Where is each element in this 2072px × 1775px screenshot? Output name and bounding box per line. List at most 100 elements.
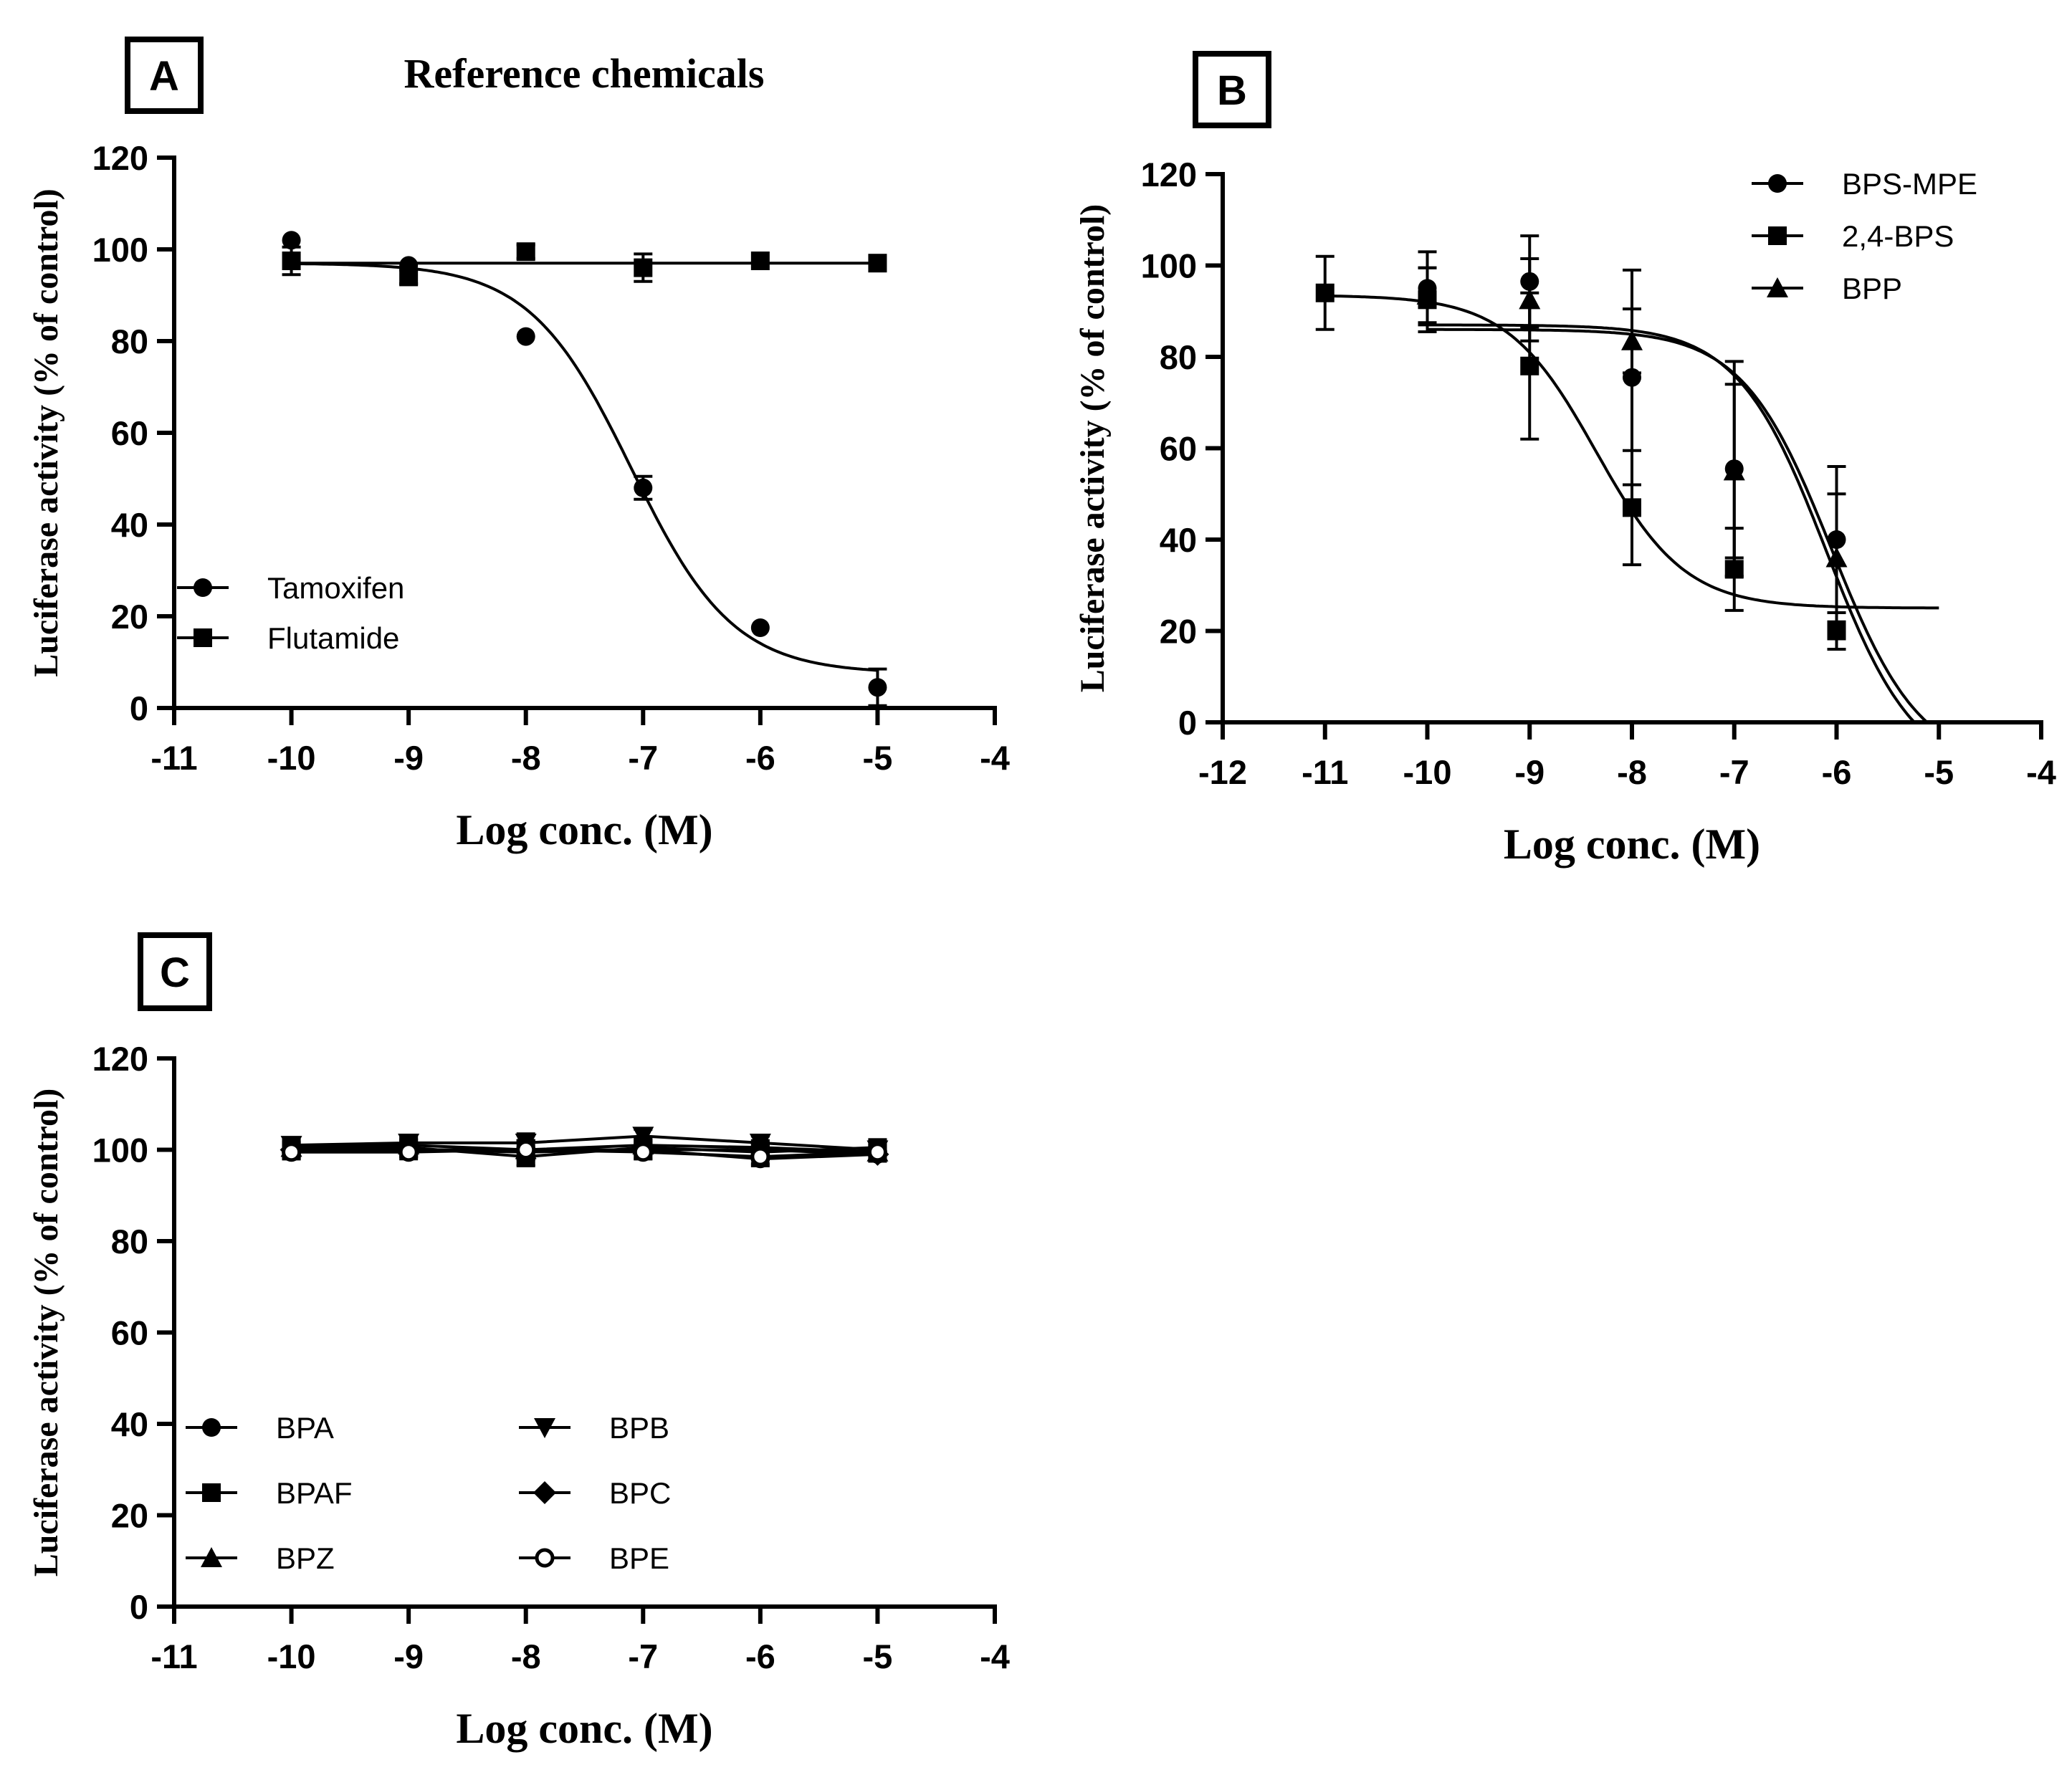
legend-label-bpz: BPZ	[276, 1541, 335, 1575]
x-tick-label: -7	[1719, 753, 1749, 791]
series-curve-bpe	[291, 1148, 878, 1159]
data-point-2-4-bps	[1827, 621, 1846, 641]
x-tick-label: -10	[1403, 753, 1452, 791]
y-tick-label: 0	[130, 689, 148, 727]
x-tick-label: -7	[628, 739, 658, 777]
y-tick-label: 20	[111, 598, 148, 636]
legend-marker-bpp	[1767, 277, 1788, 297]
y-axis-title: Luciferase activity (% of control)	[27, 188, 65, 677]
y-tick-label: 0	[130, 1588, 148, 1626]
x-tick-label: -4	[980, 1637, 1010, 1675]
data-point-2-4-bps	[1724, 560, 1744, 579]
x-tick-label: -5	[1924, 753, 1954, 791]
data-point-flutamide	[868, 254, 887, 273]
y-tick-label: 0	[1178, 704, 1197, 742]
y-tick-label: 60	[111, 414, 148, 452]
y-tick-label: 80	[111, 322, 148, 360]
data-point-bpe	[867, 1142, 887, 1162]
x-tick-label: -6	[1822, 753, 1852, 791]
legend-label-flutamide: Flutamide	[267, 621, 399, 655]
x-tick-label: -11	[151, 1637, 197, 1675]
legend-label-bpb: BPB	[609, 1411, 669, 1445]
series-curve-bpz	[291, 1144, 878, 1154]
x-tick-label: -5	[863, 739, 893, 777]
data-point-tamoxifen	[750, 618, 770, 637]
data-point-bpp	[1825, 547, 1848, 568]
x-axis-title: Log conc. (M)	[456, 806, 712, 853]
y-tick-label: 120	[1141, 156, 1197, 193]
x-tick-label: -11	[151, 739, 197, 777]
data-point-tamoxifen	[868, 678, 887, 697]
x-tick-label: -5	[863, 1637, 893, 1675]
data-point-flutamide	[399, 267, 419, 287]
data-point-bpe	[750, 1147, 770, 1167]
legend-marker-2-4-bps	[1768, 226, 1787, 245]
y-axis-title: Luciferase activity (% of control)	[1074, 204, 1112, 693]
data-point-flutamide	[282, 252, 301, 270]
legend-marker-bps-mpe	[1768, 174, 1787, 193]
legend-label-bpaf: BPAF	[276, 1476, 353, 1510]
legend-label-bpe: BPE	[609, 1541, 669, 1575]
data-point-2-4-bps	[1520, 356, 1539, 375]
data-point-flutamide	[634, 258, 653, 277]
x-tick-label: -10	[267, 739, 316, 777]
x-tick-label: -8	[1617, 753, 1647, 791]
panel-label: C	[160, 949, 190, 996]
legend-marker-flutamide	[194, 628, 212, 647]
y-tick-label: 20	[1160, 613, 1197, 651]
x-tick-label: -6	[745, 1637, 775, 1675]
x-axis-title: Log conc. (M)	[1504, 820, 1760, 868]
y-tick-label: 60	[111, 1314, 148, 1352]
y-tick-label: 80	[111, 1223, 148, 1260]
data-point-bpe	[633, 1142, 653, 1162]
legend-marker-bpb	[534, 1418, 555, 1438]
x-tick-label: -7	[628, 1637, 658, 1675]
data-point-bpe	[398, 1142, 419, 1162]
data-point-bpp	[1519, 289, 1541, 310]
y-tick-label: 100	[92, 231, 148, 269]
y-axis-title: Luciferase activity (% of control)	[27, 1089, 65, 1577]
y-tick-label: 20	[111, 1497, 148, 1535]
data-point-2-4-bps	[1315, 283, 1335, 302]
legend-marker-bpc	[533, 1481, 556, 1504]
x-tick-label: -9	[393, 739, 424, 777]
panel-label-box	[1193, 51, 1271, 128]
data-point-flutamide	[750, 252, 770, 270]
legend-label-bpc: BPC	[609, 1476, 671, 1510]
y-tick-label: 40	[111, 506, 148, 544]
y-tick-label: 40	[1160, 521, 1197, 559]
x-axis-title: Log conc. (M)	[456, 1705, 712, 1752]
x-tick-label: -4	[2026, 753, 2056, 791]
y-tick-label: 60	[1160, 430, 1197, 468]
y-tick-label: 100	[92, 1131, 148, 1169]
x-tick-label: -9	[1514, 753, 1545, 791]
legend-label-2-4-bps: 2,4-BPS	[1842, 219, 1954, 253]
legend-marker-bpe	[535, 1548, 555, 1568]
y-tick-label: 120	[92, 139, 148, 177]
y-tick-label: 80	[1160, 338, 1197, 376]
legend-label-tamoxifen: Tamoxifen	[267, 571, 404, 605]
legend-label-bpa: BPA	[276, 1411, 334, 1445]
data-point-bpp	[1723, 460, 1745, 481]
x-tick-label: -6	[745, 739, 775, 777]
data-point-2-4-bps	[1623, 498, 1641, 517]
chart-panel-c: C 0 20 40 60 80 100 120 -11 -10 -9 -8 -7 -6 -5 -4 Log co…	[27, 932, 1010, 1752]
data-point-tamoxifen	[516, 327, 535, 346]
x-tick-label: -8	[511, 739, 541, 777]
panel-label-box	[138, 932, 212, 1011]
y-tick-label: 100	[1141, 247, 1197, 285]
data-point-bpp	[1416, 284, 1438, 305]
y-tick-label: 40	[111, 1405, 148, 1443]
legend-label-bpp: BPP	[1842, 272, 1902, 305]
data-point-bpp	[1621, 330, 1643, 350]
data-point-bpe	[516, 1140, 536, 1159]
panel-label-box	[125, 37, 204, 114]
legend-marker-bpaf	[202, 1483, 221, 1502]
data-point-bpe	[282, 1142, 302, 1162]
legend-marker-bpa	[202, 1418, 221, 1437]
series-curve-bpb	[291, 1134, 878, 1152]
data-point-tamoxifen	[282, 231, 301, 250]
y-tick-label: 120	[92, 1040, 148, 1078]
data-point-tamoxifen	[634, 478, 653, 497]
